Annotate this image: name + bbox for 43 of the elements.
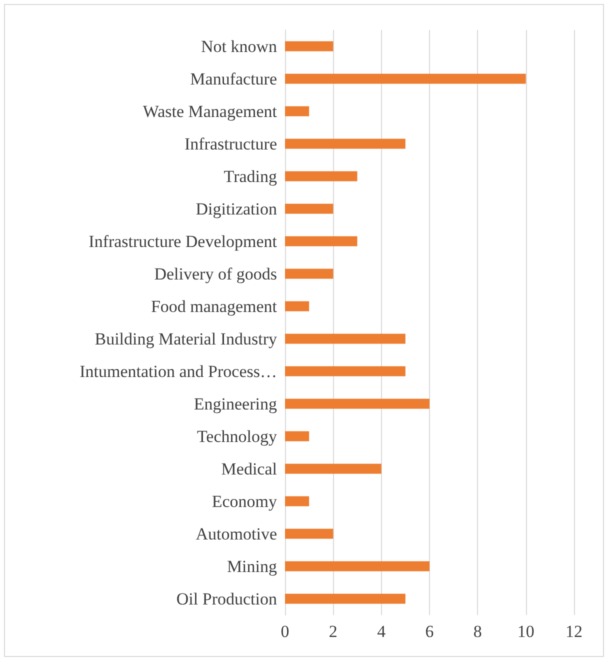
bar	[285, 138, 406, 149]
bar	[285, 106, 310, 116]
y-tick-label: Infrastructure Development	[88, 232, 278, 251]
y-tick-label: Digitization	[196, 199, 278, 218]
y-tick-label: Trading	[224, 166, 278, 186]
bar	[285, 171, 358, 182]
x-tick-label: 12	[566, 622, 582, 641]
x-tick-label: 8	[473, 622, 482, 641]
bar	[285, 236, 358, 246]
bar	[285, 496, 310, 506]
bar	[285, 398, 430, 409]
bar	[285, 561, 430, 572]
bar	[285, 301, 310, 312]
y-tick-label: Oil Production	[176, 589, 278, 608]
y-tick-label: Building Material Industry	[94, 329, 278, 348]
x-tick-label: 4	[377, 622, 386, 641]
y-tick-label: Manufacture	[190, 69, 277, 88]
bar	[285, 464, 382, 474]
y-tick-label: Economy	[212, 492, 278, 511]
bar	[285, 594, 406, 604]
y-tick-label: Mining	[226, 556, 278, 576]
y-tick-label: Not known	[200, 36, 278, 56]
y-tick-label: Technology	[196, 426, 278, 446]
y-tick-label: Delivery of goods	[154, 264, 277, 284]
y-tick-label: Infrastructure	[184, 134, 277, 154]
y-tick-label: Intumentation and Process…	[80, 362, 277, 381]
x-tick-label: 6	[425, 622, 434, 641]
x-tick-label: 0	[280, 622, 290, 641]
y-tick-label: Food management	[150, 296, 278, 316]
bar	[285, 204, 334, 214]
bar	[285, 74, 526, 84]
y-tick-label: Automotive	[196, 524, 277, 544]
y-tick-label: Waste Management	[142, 102, 278, 121]
bar	[285, 41, 334, 52]
bar	[285, 268, 334, 279]
bar	[285, 528, 334, 539]
bar	[285, 431, 310, 442]
x-tick-label: 10	[517, 622, 534, 641]
x-tick-label: 2	[328, 622, 338, 641]
y-tick-label: Medical	[221, 459, 278, 478]
bar	[285, 366, 406, 376]
bar	[285, 334, 406, 344]
y-tick-label: Engineering	[194, 394, 278, 414]
